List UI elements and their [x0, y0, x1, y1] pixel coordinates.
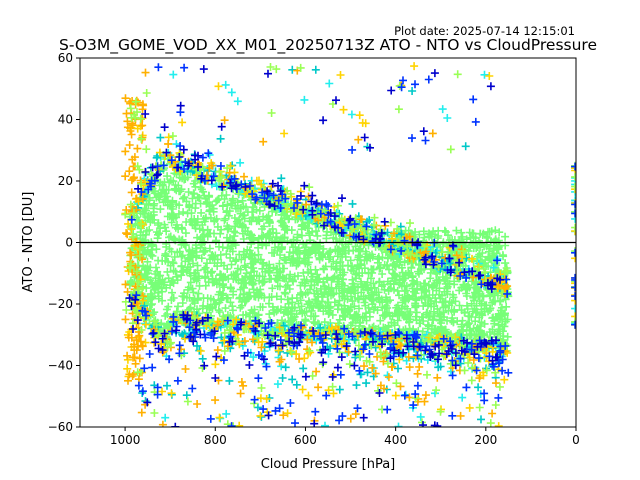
y-tick-label: −40: [48, 359, 73, 373]
x-tick-label: 400: [384, 433, 407, 447]
x-axis: 1000 800 600 400 200 0: [110, 427, 580, 447]
x-tick-label: 0: [572, 433, 580, 447]
x-tick-label: 200: [474, 433, 497, 447]
y-tick-label: 40: [58, 113, 73, 127]
y-tick-label: −60: [48, 420, 73, 434]
y-tick-label: 0: [65, 236, 73, 250]
x-axis-label: Cloud Pressure [hPa]: [261, 457, 396, 472]
y-tick-label: −20: [48, 297, 73, 311]
y-axis-label: ATO - NTO [DU]: [21, 192, 36, 293]
plot-date: Plot date: 2025-07-14 12:15:01: [394, 24, 575, 38]
scatter-points-yellow: [121, 62, 576, 427]
y-axis: −60 −40 −20 0 20 40 60: [48, 51, 80, 434]
scatter-points: [121, 62, 576, 427]
y-tick-label: 20: [58, 174, 73, 188]
y-tick-label: 60: [58, 51, 73, 65]
x-tick-label: 600: [294, 433, 317, 447]
chart-title: S-O3M_GOME_VOD_XX_M01_20250713Z ATO - NT…: [59, 36, 597, 55]
x-tick-label: 1000: [110, 433, 141, 447]
x-tick-label: 800: [204, 433, 227, 447]
